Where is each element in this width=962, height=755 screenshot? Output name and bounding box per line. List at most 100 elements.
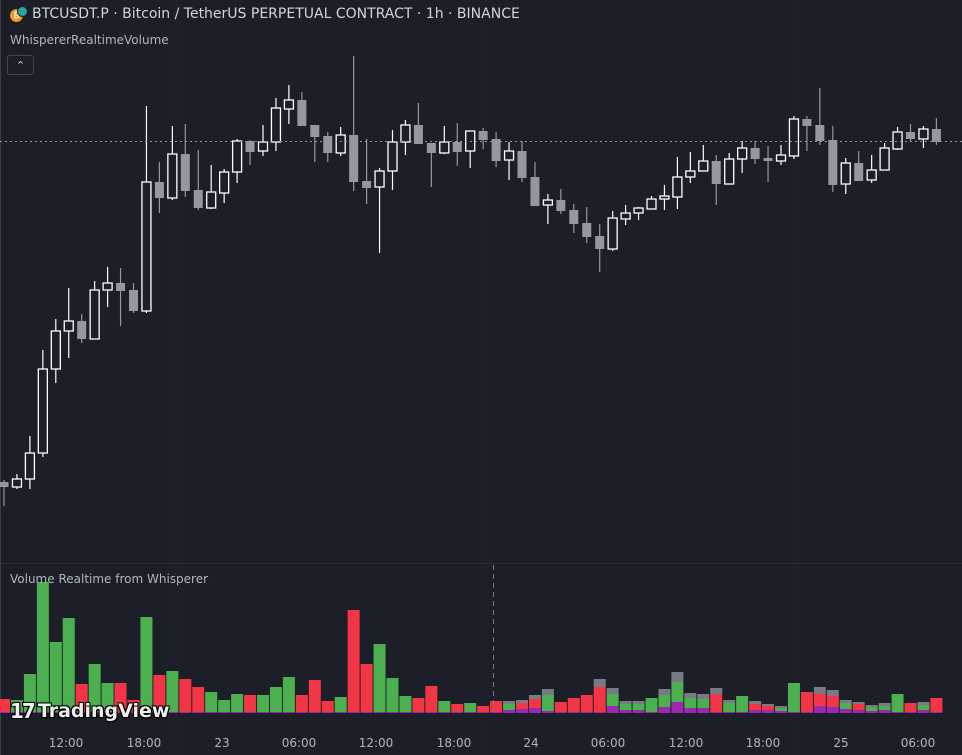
candle-body <box>607 217 618 250</box>
volume-bar <box>257 695 269 713</box>
volume-segment-grey <box>516 700 528 703</box>
candle-body <box>167 153 178 199</box>
candle <box>854 151 864 181</box>
candle <box>633 207 644 220</box>
candle <box>400 120 411 155</box>
candle <box>931 118 941 145</box>
candle <box>426 143 436 187</box>
candle <box>116 268 126 326</box>
volume-segment-grey <box>762 704 775 706</box>
candle-body <box>840 162 851 185</box>
volume-segment-grey <box>684 693 697 698</box>
volume-segment-grey <box>606 688 619 694</box>
volume-segment-up <box>632 704 645 710</box>
volume-bar <box>865 705 878 713</box>
volume-segment-purple <box>386 712 399 713</box>
symbol-title[interactable]: BTCUSDT.P · Bitcoin / TetherUS PERPETUAL… <box>32 6 520 22</box>
candle-body <box>906 132 915 139</box>
candle-body <box>802 119 812 126</box>
volume-segment-down <box>516 703 528 709</box>
candle-body <box>323 136 333 153</box>
volume-segment-purple <box>516 709 528 713</box>
volume-segment-purple <box>153 712 166 713</box>
candle <box>763 146 773 182</box>
candle-body <box>270 107 282 143</box>
volume-bar <box>554 702 567 713</box>
volume-segment-down <box>179 679 192 712</box>
collapse-legend-button[interactable]: ⌃ <box>7 55 34 75</box>
volume-bar <box>36 582 49 713</box>
candle-body <box>400 124 411 143</box>
volume-segment-purple <box>503 710 516 713</box>
symbol-header[interactable]: ₿ BTCUSDT.P · Bitcoin / TetherUS PERPETU… <box>10 6 520 22</box>
time-axis-label: 06:00 <box>590 736 626 750</box>
candles-layer <box>0 56 941 506</box>
candle-body <box>335 134 346 154</box>
candle-body <box>89 289 100 340</box>
volume-segment-purple <box>800 712 813 713</box>
volume-segment-up <box>865 707 878 711</box>
volume-segment-purple <box>619 710 632 713</box>
candle <box>154 162 164 213</box>
candle-body <box>310 125 320 137</box>
volume-segment-purple <box>528 708 541 713</box>
volume-segment-down <box>153 675 166 712</box>
candle <box>413 103 423 144</box>
volume-segment-purple <box>140 712 153 713</box>
candle <box>672 157 683 209</box>
candle <box>892 127 903 150</box>
candle-body <box>595 236 605 249</box>
candle <box>362 139 372 204</box>
candle-body <box>349 135 359 182</box>
volume-bar <box>295 695 308 713</box>
candle-body <box>257 141 269 152</box>
volume-segment-purple <box>75 712 88 713</box>
volume-segment-up <box>62 618 75 712</box>
candle <box>595 224 605 272</box>
volume-segment-purple <box>671 702 684 713</box>
volume-pane-title[interactable]: Volume Realtime from Whisperer <box>10 572 209 586</box>
volume-segment-down <box>127 700 140 712</box>
volume-segment-purple <box>321 712 334 713</box>
volume-bar <box>684 693 697 713</box>
volume-bar <box>723 700 736 713</box>
volume-bar <box>334 697 347 713</box>
candle-body <box>750 148 760 159</box>
volume-segment-down <box>762 706 775 710</box>
candle-body <box>63 320 74 332</box>
candle-body <box>0 482 9 487</box>
candle-body <box>633 207 644 214</box>
volume-segment-up <box>438 701 451 712</box>
candle-body <box>206 191 217 209</box>
volume-segment-up <box>49 642 62 712</box>
tradingview-logo[interactable]: 17 TradingView <box>10 699 169 723</box>
volume-segment-down <box>710 694 723 712</box>
candle <box>659 185 670 210</box>
volume-segment-up <box>399 696 412 712</box>
volume-segment-down <box>412 698 425 712</box>
volume-bar <box>282 677 295 713</box>
candle-body <box>892 131 903 150</box>
volume-bar <box>179 679 192 713</box>
volume-segment-purple <box>127 712 140 713</box>
volume-segment-down <box>451 704 464 712</box>
candle <box>141 106 152 313</box>
volume-segment-up <box>231 694 244 712</box>
indicator-legend[interactable]: WhispererRealtimeVolume <box>10 33 169 47</box>
volume-bar <box>101 683 114 713</box>
candle <box>129 283 138 313</box>
candle <box>698 145 709 172</box>
volume-bar <box>49 642 62 713</box>
volume-segment-purple <box>438 712 451 713</box>
volume-segment-purple <box>749 710 762 713</box>
volume-segment-purple <box>451 712 464 713</box>
volume-segment-purple <box>762 710 775 713</box>
volume-bar <box>321 701 334 713</box>
candle-body <box>193 190 203 208</box>
candle <box>465 130 476 168</box>
candle-body <box>763 158 773 161</box>
candle <box>218 169 230 203</box>
candle <box>257 125 269 156</box>
volume-bar <box>658 689 671 713</box>
